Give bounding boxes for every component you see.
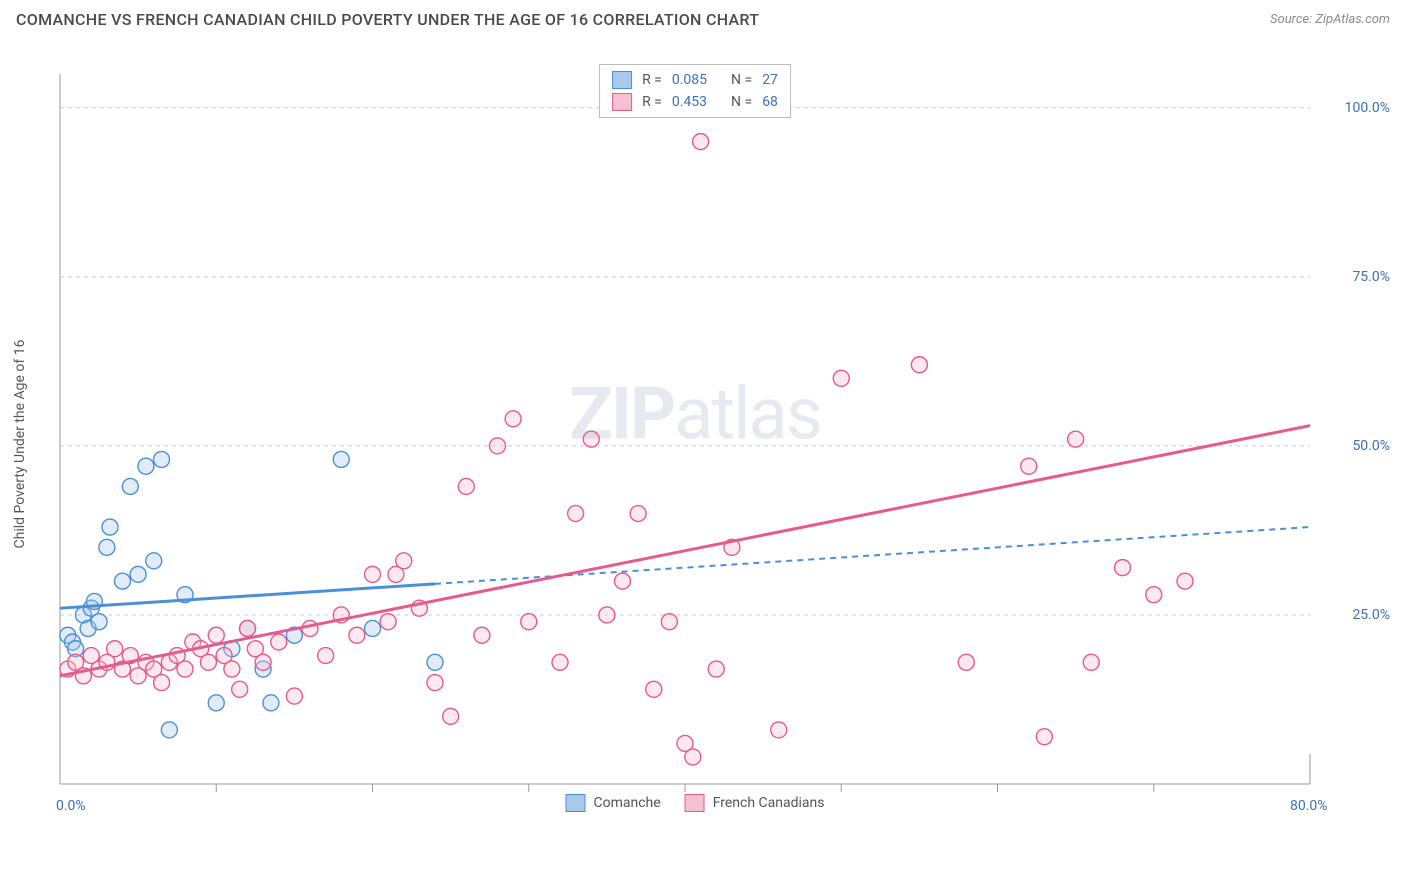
y-tick-label: 75.0%	[1352, 269, 1390, 285]
data-point	[177, 661, 193, 677]
y-tick-label: 25.0%	[1352, 607, 1390, 623]
data-point	[208, 695, 224, 711]
data-point	[661, 614, 677, 630]
data-point	[302, 620, 318, 636]
trend-line	[60, 584, 435, 608]
data-point	[583, 431, 599, 447]
data-point	[154, 451, 170, 467]
data-point	[380, 614, 396, 630]
legend-r-label: R =	[642, 94, 662, 110]
data-point	[99, 539, 115, 555]
legend-n-label: N =	[731, 94, 752, 110]
data-point	[232, 681, 248, 697]
data-point	[521, 614, 537, 630]
data-point	[911, 357, 927, 373]
data-point	[146, 553, 162, 569]
legend-swatch	[612, 93, 632, 111]
correlation-legend: R = 0.085 N = 27 R = 0.453 N = 68	[599, 64, 791, 118]
y-tick-label: 100.0%	[1345, 100, 1390, 116]
legend-r-label: R =	[642, 72, 662, 88]
trend-line	[60, 426, 1310, 676]
data-point	[107, 641, 123, 657]
data-point	[505, 411, 521, 427]
data-point	[1146, 587, 1162, 603]
scatter-plot	[60, 64, 1330, 824]
source-attribution: Source: ZipAtlas.com	[1270, 12, 1390, 27]
chart-title: COMANCHE VS FRENCH CANADIAN CHILD POVERT…	[16, 10, 759, 29]
data-point	[271, 634, 287, 650]
data-point	[958, 654, 974, 670]
legend-n-value: 27	[762, 72, 778, 88]
legend-item: French Canadians	[685, 794, 825, 812]
legend-stat-row: R = 0.085 N = 27	[612, 69, 778, 91]
data-point	[490, 438, 506, 454]
data-point	[161, 722, 177, 738]
legend-n-value: 68	[762, 94, 778, 110]
data-point	[208, 627, 224, 643]
data-point	[443, 708, 459, 724]
data-point	[91, 614, 107, 630]
data-point	[685, 749, 701, 765]
data-point	[615, 573, 631, 589]
data-point	[255, 654, 271, 670]
data-point	[1036, 729, 1052, 745]
legend-swatch	[685, 794, 705, 812]
data-point	[396, 553, 412, 569]
data-point	[224, 661, 240, 677]
data-point	[115, 573, 131, 589]
series-legend: Comanche French Canadians	[566, 794, 825, 812]
legend-r-value: 0.453	[672, 94, 707, 110]
data-point	[318, 648, 334, 664]
plot-area: ZIPatlas R = 0.085N = 27R = 0.453N = 68 …	[60, 64, 1330, 824]
x-axis-origin-label: 0.0%	[56, 798, 86, 814]
legend-swatch	[612, 71, 632, 89]
data-point	[708, 661, 724, 677]
data-point	[427, 654, 443, 670]
data-point	[333, 451, 349, 467]
data-point	[552, 654, 568, 670]
legend-r-value: 0.085	[672, 72, 707, 88]
data-point	[1068, 431, 1084, 447]
data-point	[458, 478, 474, 494]
data-point	[833, 370, 849, 386]
data-point	[365, 566, 381, 582]
data-point	[130, 566, 146, 582]
legend-label: French Canadians	[713, 795, 825, 811]
y-tick-label: 50.0%	[1352, 438, 1390, 454]
y-axis-label: Child Poverty Under the Age of 16	[12, 340, 28, 549]
legend-stat-row: R = 0.453 N = 68	[612, 91, 778, 113]
data-point	[427, 675, 443, 691]
data-point	[286, 688, 302, 704]
data-point	[771, 722, 787, 738]
data-point	[474, 627, 490, 643]
data-point	[1177, 573, 1193, 589]
data-point	[630, 506, 646, 522]
data-point	[200, 654, 216, 670]
data-point	[365, 620, 381, 636]
legend-swatch	[566, 794, 586, 812]
legend-n-label: N =	[731, 72, 752, 88]
data-point	[263, 695, 279, 711]
chart-container: Child Poverty Under the Age of 16 ZIPatl…	[50, 44, 1390, 844]
data-point	[349, 627, 365, 643]
legend-label: Comanche	[594, 795, 661, 811]
data-point	[568, 506, 584, 522]
data-point	[646, 681, 662, 697]
data-point	[154, 675, 170, 691]
data-point	[1115, 560, 1131, 576]
x-axis-max-label: 80.0%	[1290, 798, 1328, 814]
data-point	[240, 620, 256, 636]
data-point	[599, 607, 615, 623]
data-point	[1021, 458, 1037, 474]
data-point	[138, 458, 154, 474]
legend-item: Comanche	[566, 794, 661, 812]
data-point	[122, 478, 138, 494]
data-point	[693, 134, 709, 150]
data-point	[102, 519, 118, 535]
data-point	[1083, 654, 1099, 670]
